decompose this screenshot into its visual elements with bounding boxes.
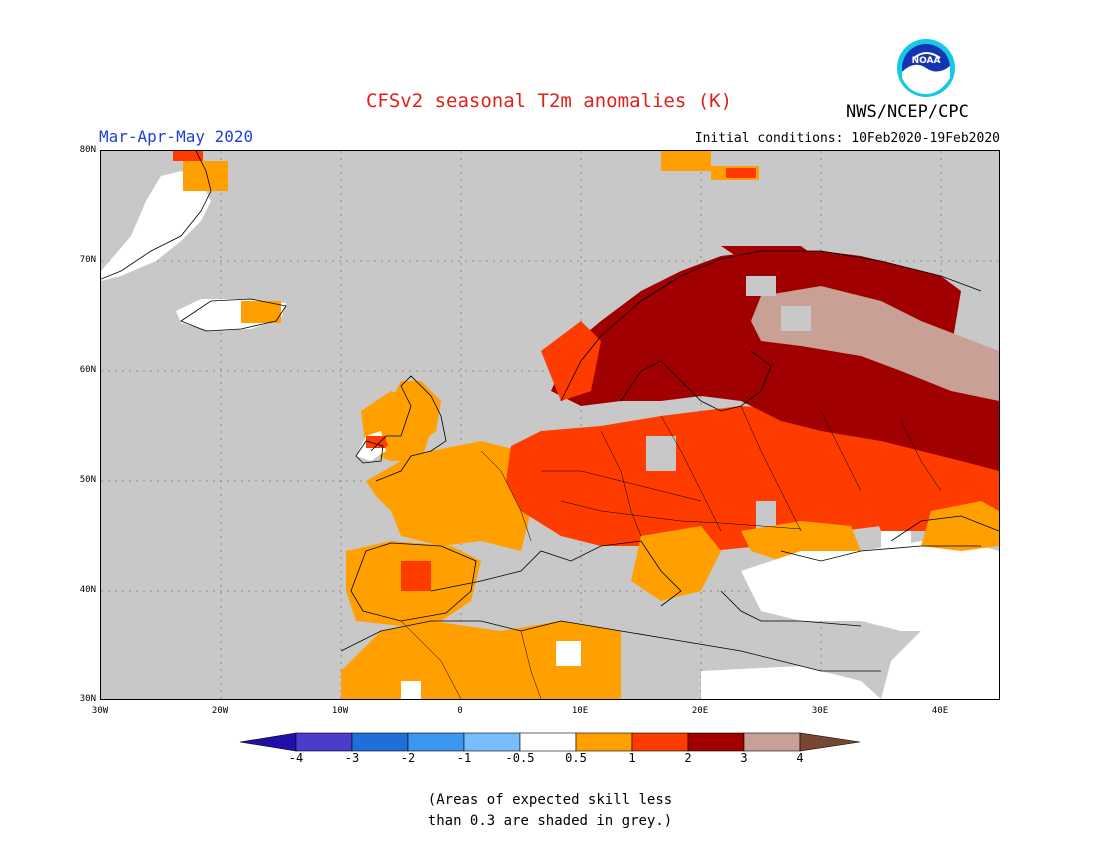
iberia-africa-region <box>341 541 621 699</box>
middle-east-region <box>701 621 999 699</box>
colorbar-label: 2 <box>684 751 692 765</box>
colorbar-swatch <box>351 732 409 752</box>
skill-footnote: (Areas of expected skill less than 0.3 a… <box>0 790 1100 832</box>
scandinavia-russia-region <box>541 246 999 471</box>
lat-label: 50N <box>79 475 96 485</box>
lon-label: 30W <box>91 706 109 716</box>
lat-label: 40N <box>79 585 96 595</box>
colorbar-swatch <box>239 732 297 752</box>
lon-label: 10W <box>331 706 349 716</box>
colorbar-label: 4 <box>796 751 804 765</box>
lat-label: 30N <box>79 694 96 704</box>
svalbard-region <box>661 151 759 180</box>
colorbar-label: 0.5 <box>565 751 587 765</box>
footnote-line-2: than 0.3 are shaded in grey.) <box>427 813 673 829</box>
lat-label: 70N <box>79 255 96 265</box>
noaa-logo: NOAA <box>897 39 955 97</box>
greenland-region <box>101 151 228 281</box>
balkans-turkey-region <box>741 531 999 631</box>
colorbar-swatch <box>631 732 689 752</box>
colorbar-label: 1 <box>628 751 636 765</box>
map-title: CFSv2 seasonal T2m anomalies (K) <box>365 90 733 112</box>
anomaly-map <box>100 150 1000 700</box>
colorbar-swatch <box>799 732 861 752</box>
colorbar-label: -2 <box>400 751 416 765</box>
colorbar-label: 3 <box>740 751 748 765</box>
colorbar-swatch <box>295 732 353 752</box>
footnote-line-1: (Areas of expected skill less <box>427 792 673 808</box>
colorbar <box>239 732 861 752</box>
initial-conditions-label: Initial conditions: 10Feb2020-19Feb2020 <box>694 131 1000 146</box>
colorbar-swatch <box>743 732 801 752</box>
ukraine-region <box>861 471 999 551</box>
lon-label: 20E <box>691 706 709 716</box>
colorbar-swatch <box>463 732 521 752</box>
lon-label: 0 <box>457 706 463 716</box>
colorbar-swatch <box>575 732 633 752</box>
colorbar-swatch <box>519 732 577 752</box>
agency-label: NWS/NCEP/CPC <box>846 102 969 122</box>
colorbar-label: -0.5 <box>505 751 535 765</box>
season-label: Mar-Apr-May 2020 <box>99 127 254 146</box>
iceland-region <box>176 299 286 331</box>
colorbar-label: -4 <box>288 751 304 765</box>
colorbar-swatch <box>407 732 465 752</box>
map-canvas <box>101 151 999 699</box>
british-isles-region <box>356 381 441 461</box>
lat-label: 60N <box>79 365 96 375</box>
coastlines <box>101 151 999 672</box>
colorbar-swatch <box>687 732 745 752</box>
colorbar-label: -3 <box>344 751 360 765</box>
lon-label: 30E <box>811 706 829 716</box>
lon-label: 20W <box>211 706 229 716</box>
lon-label: 40E <box>931 706 949 716</box>
lat-label: 80N <box>79 145 96 155</box>
colorbar-label: -1 <box>456 751 472 765</box>
country-borders <box>400 405 942 699</box>
svg-text:NOAA: NOAA <box>912 56 941 66</box>
lon-label: 10E <box>571 706 589 716</box>
